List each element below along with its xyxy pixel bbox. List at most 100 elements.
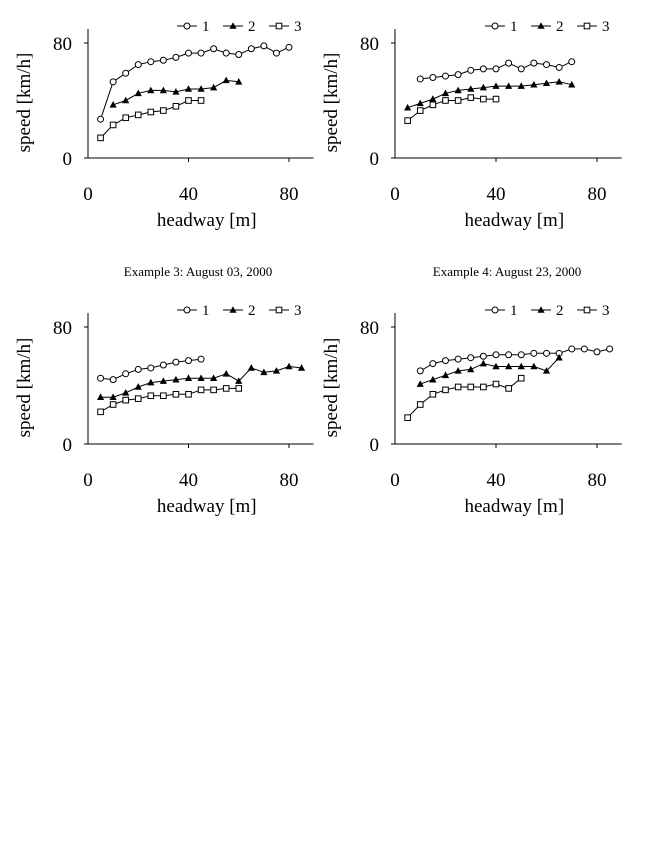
- data-point-s3: [172, 102, 180, 110]
- data-point-s1: [97, 374, 105, 382]
- data-point-s2: [429, 95, 437, 102]
- x-tick-label: 0: [83, 184, 93, 205]
- data-point-s1: [568, 58, 576, 66]
- y-tick-label: 80: [53, 318, 72, 339]
- data-point-s3: [454, 97, 462, 104]
- data-point-s3: [197, 97, 205, 104]
- y-tick-label: 0: [63, 435, 73, 456]
- data-point-s1: [442, 72, 449, 80]
- data-point-s2: [235, 377, 243, 384]
- data-point-s3: [492, 95, 500, 103]
- data-point-s1: [235, 51, 243, 58]
- data-point-s2: [479, 359, 487, 367]
- data-point-s3: [404, 117, 411, 124]
- data-point-s2: [222, 370, 230, 377]
- data-point-s3: [505, 385, 512, 392]
- x-tick-label: 0: [83, 470, 93, 491]
- data-point-s2: [441, 371, 450, 379]
- data-point-s1: [517, 65, 525, 73]
- data-point-s2: [568, 80, 576, 88]
- data-point-s3: [147, 108, 155, 116]
- data-point-s1: [416, 367, 424, 375]
- legend-marker-2: [537, 306, 545, 313]
- data-point-s2: [134, 383, 142, 390]
- data-point-s2: [122, 389, 130, 396]
- data-point-s1: [479, 352, 487, 360]
- x-tick-label: 80: [588, 184, 607, 205]
- caption-example-3: Example 3: August 03, 2000: [124, 264, 272, 279]
- data-point-s2: [197, 374, 205, 381]
- data-point-s2: [172, 375, 180, 383]
- legend-marker-2: [229, 22, 237, 29]
- y-tick-label: 80: [360, 34, 379, 55]
- data-point-s1: [222, 49, 230, 57]
- data-point-s2: [210, 374, 218, 381]
- legend-label-2: 2: [556, 19, 564, 35]
- series-line-3: [407, 377, 522, 419]
- data-point-s2: [235, 78, 243, 85]
- data-point-s2: [210, 83, 218, 91]
- series-1: [416, 345, 614, 375]
- legend-marker-3: [583, 22, 591, 30]
- data-point-s1: [517, 351, 525, 359]
- legend-marker-2: [537, 22, 545, 29]
- x-tick-label: 0: [390, 470, 400, 491]
- data-point-s1: [479, 65, 487, 73]
- data-point-s3: [442, 97, 449, 104]
- legend-marker-2: [229, 306, 237, 313]
- legend-marker-3: [275, 306, 283, 314]
- series-1: [416, 58, 576, 83]
- chart-panel-3: 0 40 80 0 80 headway [m] speed [km/h] 1 2 3: [14, 303, 314, 517]
- data-point-s1: [109, 78, 117, 86]
- x-axis-label: headway [m]: [464, 210, 564, 231]
- data-point-s3: [109, 401, 117, 408]
- data-point-s3: [467, 383, 475, 391]
- series-2: [404, 78, 576, 111]
- data-point-s2: [479, 83, 487, 91]
- x-tick-label: 40: [179, 470, 198, 491]
- y-tick-label: 0: [63, 149, 73, 170]
- data-point-s2: [454, 86, 462, 94]
- data-point-s2: [147, 86, 155, 94]
- x-tick-label: 0: [390, 184, 400, 205]
- chart-panel-1: 0 40 80 0 80 headway [m] speed [km/h] 1 2 3: [14, 19, 314, 231]
- data-point-s1: [530, 59, 538, 67]
- data-point-s2: [530, 80, 538, 88]
- data-point-s1: [122, 370, 130, 378]
- data-point-s2: [467, 85, 475, 92]
- data-point-s2: [222, 76, 230, 84]
- data-point-s2: [555, 78, 563, 85]
- data-point-s2: [492, 82, 500, 89]
- legend-label-1: 1: [510, 303, 518, 319]
- data-point-s1: [185, 357, 192, 365]
- y-axis-label: speed [km/h]: [14, 53, 35, 153]
- data-point-s1: [147, 58, 155, 66]
- data-point-s1: [260, 42, 268, 50]
- data-point-s2: [260, 368, 268, 376]
- data-point-s3: [122, 396, 129, 404]
- chart-panel-4: 0 40 80 0 80 headway [m] speed [km/h] 1 2 3: [321, 303, 622, 517]
- data-point-s1: [467, 66, 475, 74]
- x-axis-label: headway [m]: [157, 210, 257, 231]
- series-2: [109, 76, 243, 108]
- data-point-s1: [530, 349, 538, 357]
- data-point-s2: [159, 86, 167, 94]
- data-point-s3: [97, 408, 104, 416]
- data-point-s3: [134, 111, 142, 119]
- data-point-s3: [134, 395, 142, 402]
- legend-marker-1: [183, 22, 191, 30]
- data-point-s2: [247, 364, 255, 371]
- data-point-s1: [442, 357, 449, 365]
- series-line-1: [420, 348, 610, 372]
- data-point-s2: [285, 362, 293, 370]
- legend: 1 2 3: [485, 19, 610, 35]
- data-point-s2: [184, 374, 193, 381]
- y-axis-label: speed [km/h]: [321, 53, 342, 153]
- data-point-s3: [517, 374, 525, 382]
- data-point-s3: [235, 385, 243, 392]
- data-point-s3: [185, 97, 192, 104]
- data-point-s1: [543, 349, 550, 357]
- data-point-s1: [134, 365, 142, 373]
- data-point-s1: [429, 74, 437, 81]
- data-point-s1: [467, 354, 475, 362]
